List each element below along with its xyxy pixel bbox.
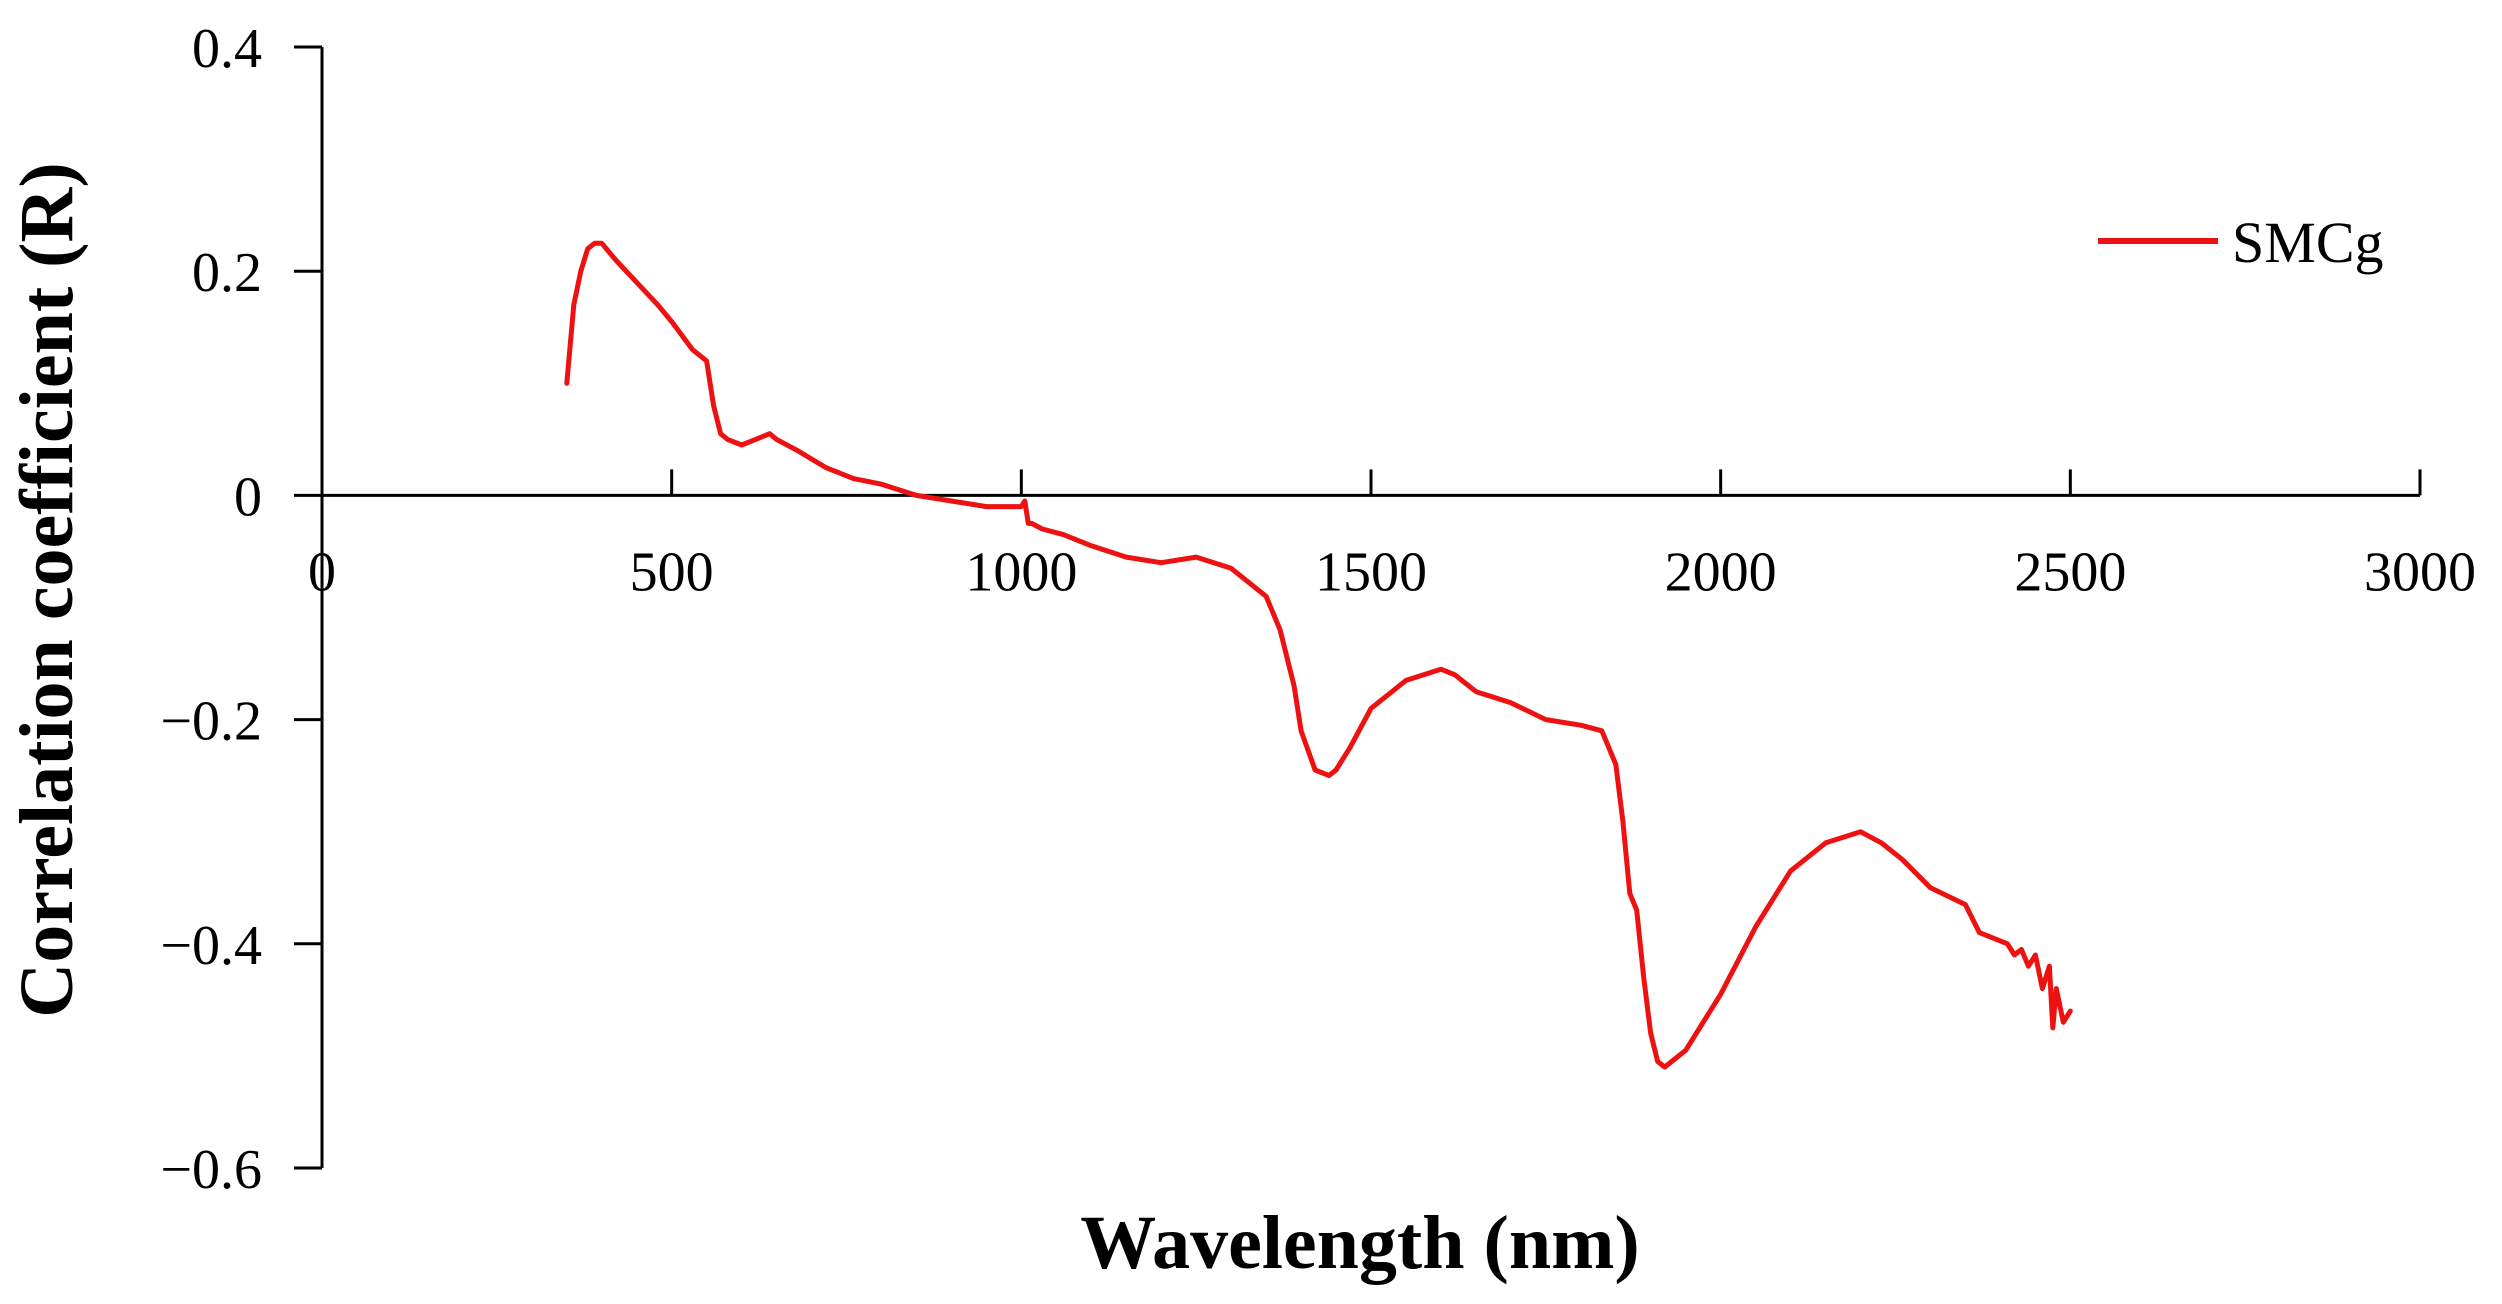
y-tick-label: −0.2 [160,691,262,753]
series-layer [564,240,2073,1070]
y-tick-label: 0.4 [192,18,262,80]
legend: SMCg [2098,210,2384,275]
x-tick-label: 3000 [2364,541,2476,603]
x-tick-label: 2000 [1665,541,1777,603]
x-tick-label: 500 [630,541,714,603]
y-axis-title: Correlation coefficient (R) [5,162,89,1017]
x-tick-label: 1000 [965,541,1077,603]
x-tick-label: 0 [308,541,336,603]
y-tick-label: 0.2 [192,242,262,304]
x-axis-title: Wavelength (nm) [1080,1201,1639,1285]
y-tick-label: −0.4 [160,915,262,977]
axes [294,45,2422,1170]
x-tick-label: 1500 [1315,541,1427,603]
y-tick-label: 0 [234,466,262,528]
y-tick-label: −0.6 [160,1139,262,1201]
x-tick-label: 2500 [2014,541,2126,603]
legend-label-smcg: SMCg [2232,210,2384,275]
tick-labels: 0 500 1000 1500 2000 2500 3000 0.4 0.2 0 −0.2 −0.4 −… [160,18,2476,1201]
series-line-smcg [564,240,2073,1070]
